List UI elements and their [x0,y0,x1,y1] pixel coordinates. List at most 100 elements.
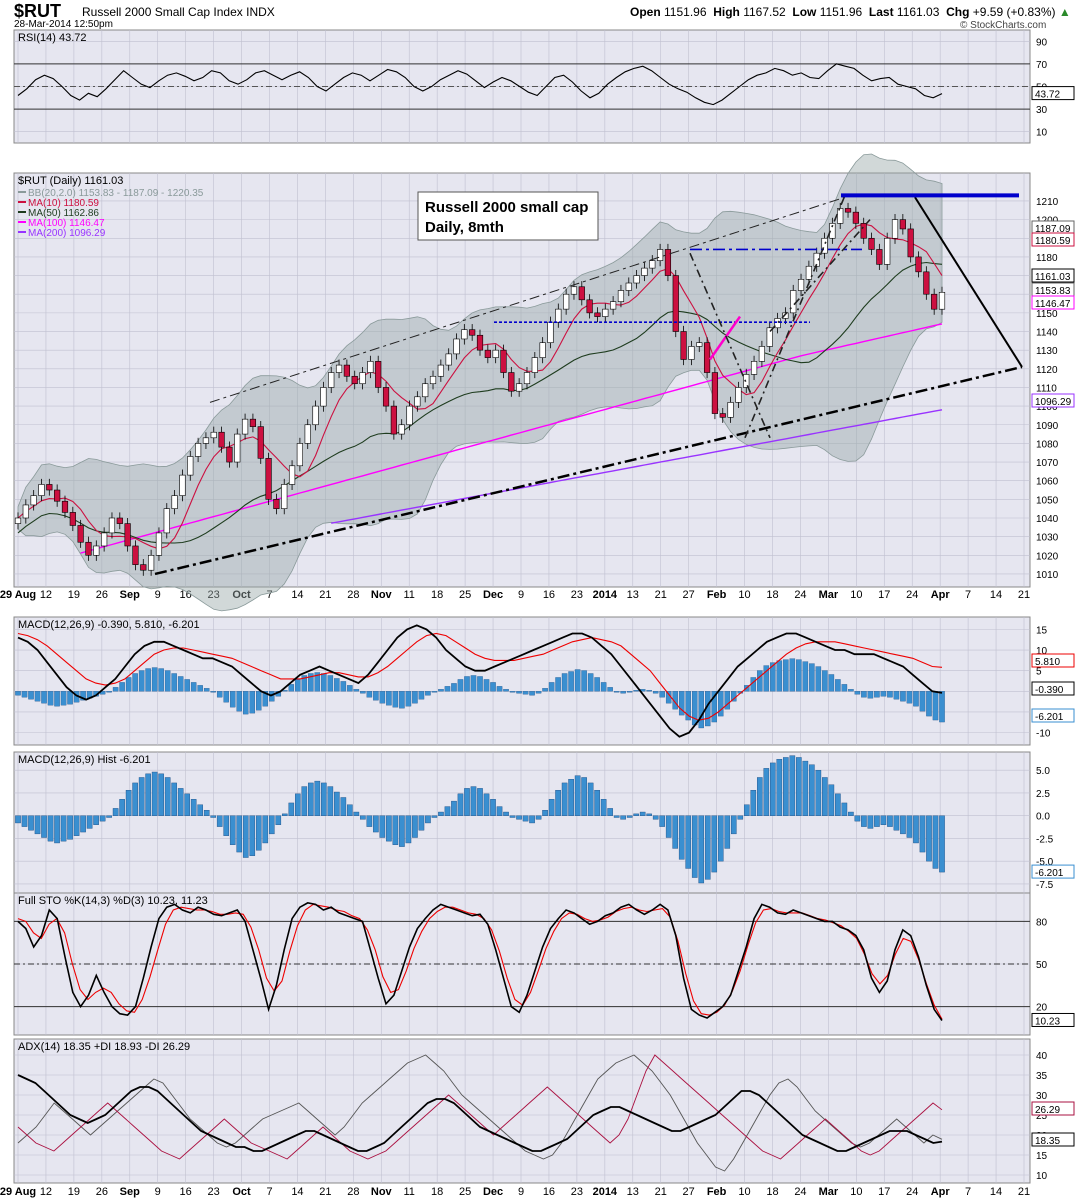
macd-hist-bar [477,676,483,692]
price-y-tick: 1010 [1036,570,1059,581]
hist-bar [561,782,568,816]
candle-body [38,484,45,496]
hist-bar [112,808,119,816]
x-tick-label-bottom: Sep [120,1186,140,1198]
macd-hist-bar [190,682,197,692]
x-tick-label-bottom: 29 Aug [0,1186,36,1198]
candle-body [891,219,899,239]
hist-bar [67,815,73,840]
hist-bar [835,793,841,816]
hist-bar [509,815,516,818]
hist-bar [281,813,288,816]
candle-body [649,260,656,269]
macd-hist-bar [893,691,900,700]
hist-bar [763,768,770,816]
x-tick-label: 14 [990,589,1002,601]
hist-y-tick: -5.0 [1036,857,1054,868]
macd-hist-bar [600,682,607,692]
macd-hist-bar [757,670,763,692]
candle-body [852,211,859,224]
candle-body [163,508,170,534]
hist-bar [652,815,659,820]
candle-body [610,301,617,310]
macd-hist-bar [574,669,581,692]
adx-value-tag-box [1031,1132,1075,1147]
x-tick-label: 18 [766,589,778,601]
hist-bar [93,815,99,825]
last-label: Last [868,5,894,19]
x-tick-label-bottom: Mar [819,1186,839,1198]
x-tick-label-bottom: 14 [291,1186,303,1198]
legend-entry: MA(200) 1096.29 [28,228,106,239]
macd-hist-bar [158,668,164,692]
x-tick-label: Sep [120,589,140,601]
x-tick-label-bottom: 7 [266,1186,272,1198]
macd-hist-bar [360,691,366,694]
macd-hist-bar [171,673,177,692]
rsi-line [17,63,943,106]
index-name: Russell 2000 Small Cap Index INDX [82,5,275,19]
hist-bar [932,815,939,869]
hist-bar [288,802,295,816]
price-y-tick: 1080 [1036,439,1059,450]
hist-y-tick: 2.5 [1036,789,1050,800]
candle-body [422,383,429,398]
x-tick-label-bottom: 13 [627,1186,639,1198]
hist-bar [438,811,444,816]
hist-bar [789,755,796,816]
hist-last-tag-box [1031,864,1075,879]
x-tick-label: 19 [68,589,80,601]
hist-bar [841,802,848,816]
macd-hist-bar [854,691,861,695]
candle-body [406,405,413,426]
candle-body [445,353,452,366]
hist-bar [425,815,431,824]
macd-hist-bar [132,673,138,692]
panel-bg-5 [13,1038,1031,1184]
hist-bar [34,815,41,835]
candle-body [22,504,29,519]
price-y-tick: 1130 [1036,346,1058,357]
x-tick-label: 10 [850,589,862,601]
macd-hist-bar [490,682,496,692]
hist-bar [347,804,353,816]
candle-body [30,495,37,506]
rsi-y-tick: 70 [1036,60,1048,71]
macd-hist-bar [646,690,652,692]
sto-y-tick: 80 [1036,917,1048,928]
candle-body [555,308,562,323]
macd-hist-bar [412,691,418,704]
ohlc-summary: Open 1151.96 High 1167.52 Low 1151.96 La… [630,5,1071,19]
candle-body [179,474,186,496]
macd-hist-bar [926,691,932,717]
candle-body [594,312,601,317]
x-tick-label-bottom: 7 [965,1186,971,1198]
hist-bar [80,815,86,833]
price-y-tick: 1150 [1036,309,1058,320]
hist-bar [164,777,171,816]
macd-hist-bar [288,684,295,692]
candle-body [54,489,61,502]
candle-body [288,465,296,485]
adx-y-tick: 30 [1036,1091,1048,1102]
candle-body [821,237,828,254]
price-5-tag: 1096.29 [1035,397,1072,408]
hist-bar [268,815,275,835]
hist-bar [516,815,522,820]
macd-hist-bar [776,660,783,692]
hist-bar [529,815,535,824]
hist-bar [613,815,620,818]
hist-bar [203,810,210,816]
macd-hist-bar [874,691,880,698]
macd-hist-bar [197,685,203,692]
plus-di-line [17,1054,943,1172]
macd-y-tick: -10 [1036,729,1051,740]
hist-bar [41,815,47,838]
hist-bar [802,760,809,816]
macd-hist-bar [112,687,119,692]
macd-hist-bar [626,691,633,693]
candle-body [140,564,147,571]
candle-body [664,249,672,276]
hist-bar [483,793,490,816]
price-0-tag: 1187.09 [1035,224,1071,235]
